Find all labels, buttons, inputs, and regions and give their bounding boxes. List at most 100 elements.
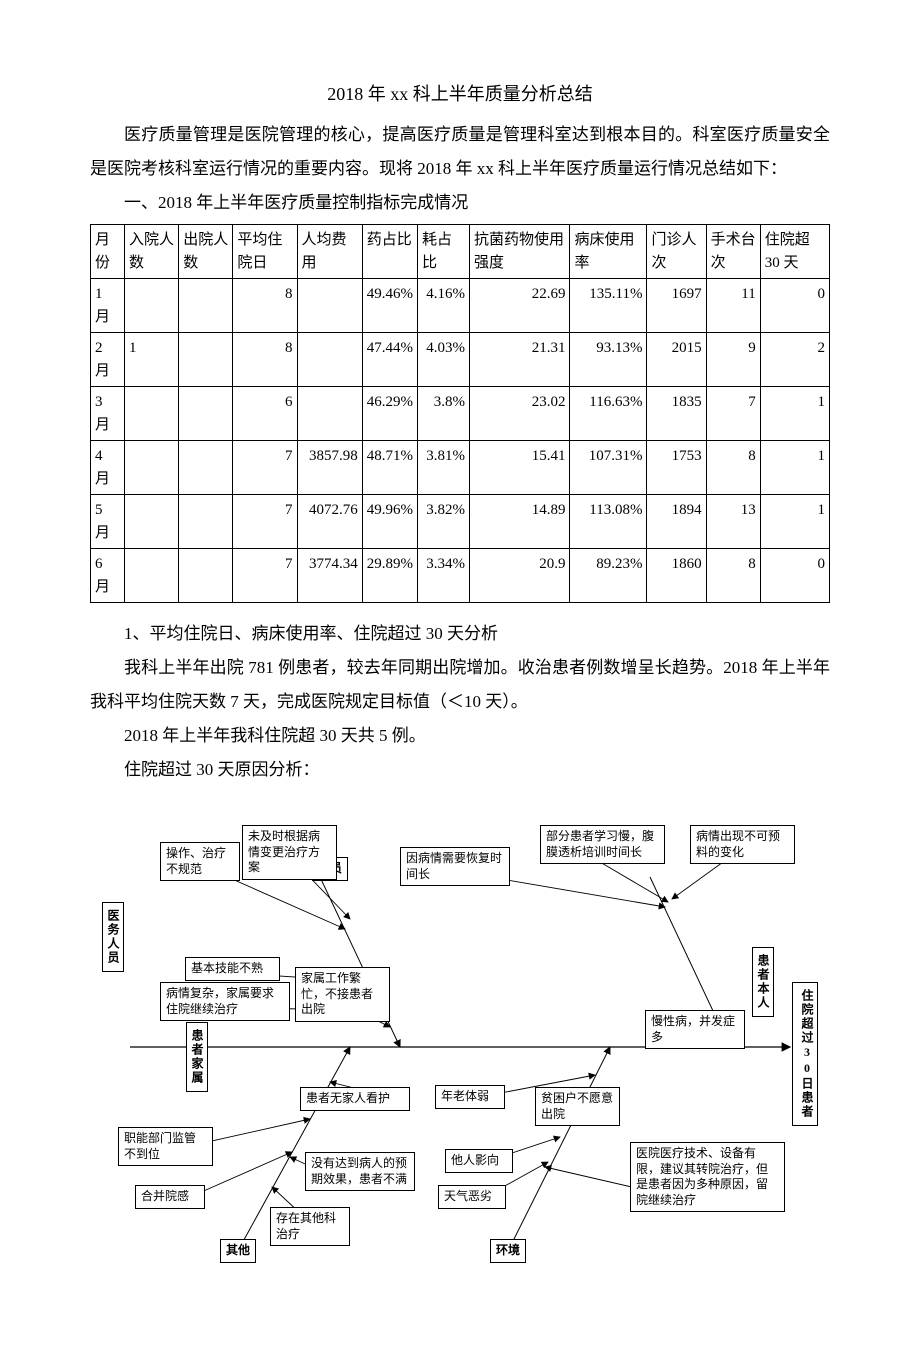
fishbone-cat-patient-self: 患者本人 xyxy=(752,947,774,1017)
table-cell: 48.71% xyxy=(362,441,417,495)
table-cell: 2015 xyxy=(647,333,706,387)
table-cell: 7 xyxy=(233,549,297,603)
table-cell: 13 xyxy=(706,495,760,549)
table-cell: 5 月 xyxy=(91,495,125,549)
intro-paragraph: 医疗质量管理是医院管理的核心，提高医疗质量是管理科室达到根本目的。科室医疗质量安… xyxy=(90,118,830,186)
table-cell: 49.96% xyxy=(362,495,417,549)
table-cell xyxy=(125,387,179,441)
table-cell: 1894 xyxy=(647,495,706,549)
table-cell: 23.02 xyxy=(469,387,570,441)
table-cell: 1753 xyxy=(647,441,706,495)
table-cell: 46.29% xyxy=(362,387,417,441)
table-row: 4 月73857.9848.71%3.81%15.41107.31%175381 xyxy=(91,441,830,495)
table-header-cell: 药占比 xyxy=(362,225,417,279)
table-cell: 93.13% xyxy=(570,333,647,387)
table-cell: 14.89 xyxy=(469,495,570,549)
table-cell xyxy=(297,279,362,333)
table-cell: 9 xyxy=(706,333,760,387)
table-header-cell: 月份 xyxy=(91,225,125,279)
table-cell: 11 xyxy=(706,279,760,333)
table-cell: 0 xyxy=(760,549,829,603)
table-header-cell: 门诊人次 xyxy=(647,225,706,279)
table-cell: 22.69 xyxy=(469,279,570,333)
table-cell: 3 月 xyxy=(91,387,125,441)
table-cell: 2 xyxy=(760,333,829,387)
table-header-cell: 入院人数 xyxy=(125,225,179,279)
document-page: 2018 年 xx 科上半年质量分析总结 医疗质量管理是医院管理的核心，提高医疗… xyxy=(0,0,920,1347)
fishbone-cause: 病情出现不可预料的变化 xyxy=(690,825,795,864)
table-cell xyxy=(179,279,233,333)
table-cell: 1 xyxy=(125,333,179,387)
table-cell: 20.9 xyxy=(469,549,570,603)
table-cell: 3857.98 xyxy=(297,441,362,495)
table-cell: 49.46% xyxy=(362,279,417,333)
table-cell: 1697 xyxy=(647,279,706,333)
table-row: 5 月74072.7649.96%3.82%14.89113.08%189413… xyxy=(91,495,830,549)
table-cell: 21.31 xyxy=(469,333,570,387)
table-cell: 1 xyxy=(760,387,829,441)
section-heading-1: 一、2018 年上半年医疗质量控制指标完成情况 xyxy=(90,186,830,220)
table-header-cell: 病床使用率 xyxy=(570,225,647,279)
fishbone-cat-environment: 环境 xyxy=(490,1239,526,1263)
fishbone-cause: 操作、治疗不规范 xyxy=(160,842,240,881)
table-cell: 4072.76 xyxy=(297,495,362,549)
table-cell xyxy=(125,495,179,549)
fishbone-cause: 贫困户不愿意出院 xyxy=(535,1087,620,1126)
table-header-cell: 人均费用 xyxy=(297,225,362,279)
table-cell: 8 xyxy=(233,279,297,333)
table-header-cell: 耗占比 xyxy=(418,225,470,279)
table-cell: 1835 xyxy=(647,387,706,441)
table-cell: 2 月 xyxy=(91,333,125,387)
table-cell: 7 xyxy=(706,387,760,441)
analysis-heading-1: 1、平均住院日、病床使用率、住院超过 30 天分析 xyxy=(90,617,830,651)
table-header-cell: 手术台次 xyxy=(706,225,760,279)
fishbone-cat-patient-family: 患者家属 xyxy=(186,1022,208,1092)
table-cell: 116.63% xyxy=(570,387,647,441)
table-header-cell: 平均住院日 xyxy=(233,225,297,279)
fishbone-cause: 未及时根据病情变更治疗方案 xyxy=(242,825,337,880)
analysis-paragraph-2: 2018 年上半年我科住院超 30 天共 5 例。 xyxy=(90,719,830,753)
fishbone-diagram: 住院超过30日患者 医务人员 人员 患者本人 患者家属 其他 环境 操作、治疗不… xyxy=(90,807,830,1287)
table-cell: 4.03% xyxy=(418,333,470,387)
table-cell xyxy=(297,387,362,441)
table-cell: 1 xyxy=(760,495,829,549)
fishbone-cause: 患者无家人看护 xyxy=(300,1087,410,1111)
table-header-cell: 抗菌药物使用强度 xyxy=(469,225,570,279)
table-row: 1 月849.46%4.16%22.69135.11%1697110 xyxy=(91,279,830,333)
fishbone-cause: 病情复杂，家属要求住院继续治疗 xyxy=(160,982,290,1021)
table-cell xyxy=(125,279,179,333)
table-cell: 7 xyxy=(233,495,297,549)
page-title: 2018 年 xx 科上半年质量分析总结 xyxy=(90,80,830,106)
table-cell xyxy=(179,333,233,387)
fishbone-cause: 没有达到病人的预期效果，患者不满 xyxy=(305,1152,415,1191)
table-cell: 1860 xyxy=(647,549,706,603)
table-cell: 8 xyxy=(233,333,297,387)
fishbone-cause: 职能部门监管不到位 xyxy=(118,1127,213,1166)
table-cell: 113.08% xyxy=(570,495,647,549)
table-cell: 4 月 xyxy=(91,441,125,495)
table-cell xyxy=(297,333,362,387)
table-cell xyxy=(125,441,179,495)
table-cell: 6 月 xyxy=(91,549,125,603)
table-cell: 8 xyxy=(706,441,760,495)
fishbone-effect: 住院超过30日患者 xyxy=(792,982,818,1126)
table-cell: 3.81% xyxy=(418,441,470,495)
table-row: 6 月73774.3429.89%3.34%20.989.23%186080 xyxy=(91,549,830,603)
fishbone-cause: 存在其他科治疗 xyxy=(270,1207,350,1246)
table-cell: 1 xyxy=(760,441,829,495)
fishbone-cat-other: 其他 xyxy=(220,1239,256,1263)
table-cell: 107.31% xyxy=(570,441,647,495)
table-cell: 8 xyxy=(706,549,760,603)
table-body: 1 月849.46%4.16%22.69135.11%16971102 月184… xyxy=(91,279,830,603)
table-header-cell: 出院人数 xyxy=(179,225,233,279)
table-cell: 3.8% xyxy=(418,387,470,441)
table-cell: 47.44% xyxy=(362,333,417,387)
table-cell: 135.11% xyxy=(570,279,647,333)
table-cell xyxy=(179,441,233,495)
table-header-row: 月份入院人数出院人数平均住院日人均费用药占比耗占比抗菌药物使用强度病床使用率门诊… xyxy=(91,225,830,279)
fishbone-cause: 医院医疗技术、设备有限，建议其转院治疗，但是患者因为多种原因，留院继续治疗 xyxy=(630,1142,785,1212)
fishbone-cause: 他人影向 xyxy=(445,1149,513,1173)
table-cell: 89.23% xyxy=(570,549,647,603)
table-cell: 6 xyxy=(233,387,297,441)
table-cell xyxy=(125,549,179,603)
